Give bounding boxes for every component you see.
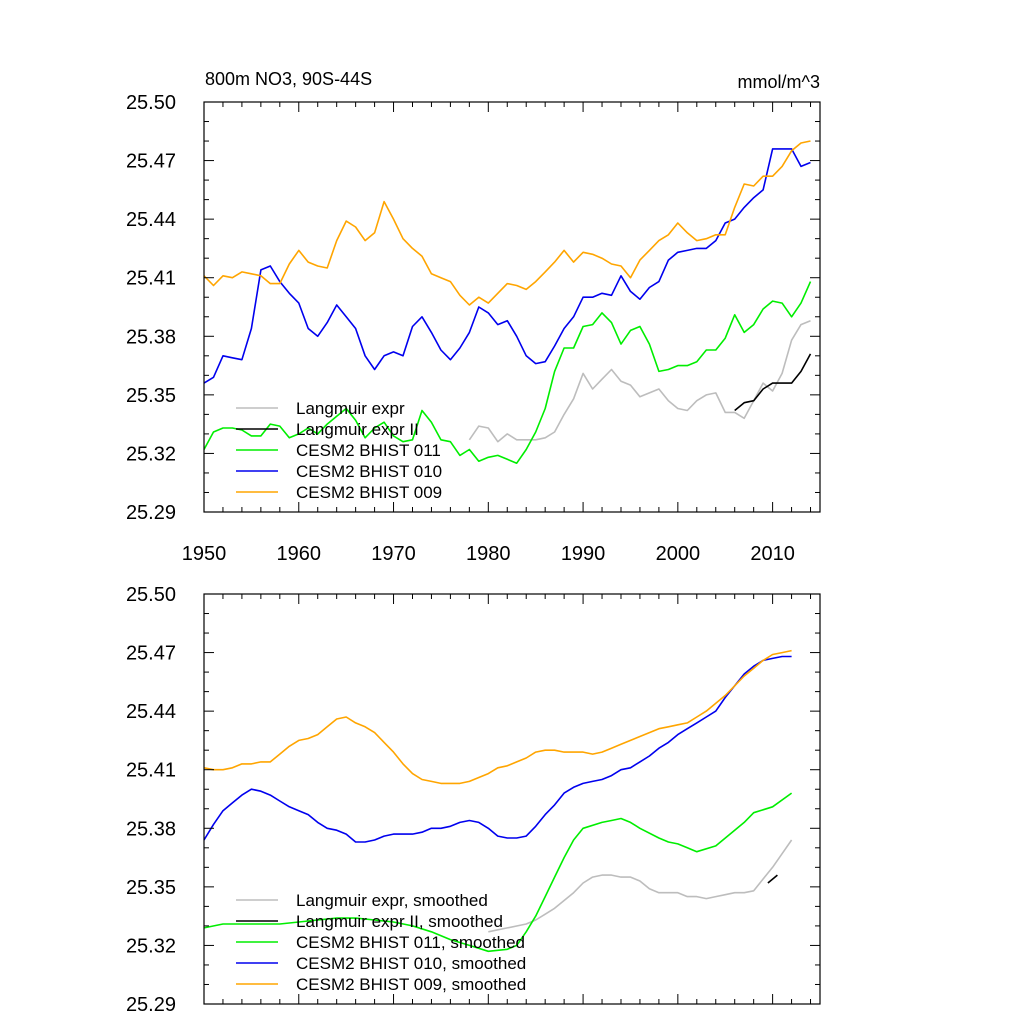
series-line-langmuir-expr-smoothed bbox=[488, 839, 793, 933]
x-tick-label: 2000 bbox=[656, 543, 701, 565]
y-tick-label: 25.50 bbox=[126, 92, 176, 114]
legend-label: CESM2 BHIST 010, smoothed bbox=[296, 954, 526, 973]
x-tick-label: 1990 bbox=[561, 543, 606, 565]
y-tick-label: 25.44 bbox=[126, 701, 176, 723]
legend-label: CESM2 BHIST 009 bbox=[296, 483, 442, 502]
x-tick-label: 1980 bbox=[466, 543, 511, 565]
series-line-cesm2-bhist-010-smoothed bbox=[203, 655, 792, 843]
legend-label: CESM2 BHIST 011 bbox=[296, 441, 441, 460]
legend-label: CESM2 BHIST 009, smoothed bbox=[296, 975, 526, 994]
bottom-panel: 25.29 25.32 25.35 25.38 25.41 25.44 25.47 25.50… bbox=[126, 584, 821, 1016]
y-tick-label: 25.44 bbox=[126, 209, 176, 231]
y-tick-label: 25.38 bbox=[126, 326, 176, 348]
x-tick-label: 2010 bbox=[750, 543, 795, 565]
legend-label: Langmuir expr bbox=[296, 399, 405, 418]
legend-label: CESM2 BHIST 010 bbox=[296, 462, 442, 481]
y-tick-label: 25.32 bbox=[126, 443, 176, 465]
y-tick-label: 25.47 bbox=[126, 151, 176, 173]
x-tick-label: 1960 bbox=[277, 543, 322, 565]
y-tick-label: 25.41 bbox=[126, 268, 176, 290]
series-line-langmuir-expr-ii bbox=[734, 353, 812, 412]
y-tick-label: 25.50 bbox=[126, 584, 176, 606]
y-tick-label: 25.38 bbox=[126, 818, 176, 840]
legend-label: Langmuir expr II, smoothed bbox=[296, 912, 503, 931]
y-tick-label: 25.41 bbox=[126, 760, 176, 782]
plot-frame bbox=[203, 101, 821, 513]
x-tick-label: 1950 bbox=[182, 543, 227, 565]
legend-label: CESM2 BHIST 011, smoothed bbox=[296, 933, 525, 952]
y-tick-label: 25.35 bbox=[126, 877, 176, 899]
y-tick-label: 25.35 bbox=[126, 385, 176, 407]
series-line-cesm2-bhist-011-smoothed bbox=[203, 792, 793, 953]
series-line-langmuir-expr bbox=[468, 319, 811, 443]
legend-label: Langmuir expr II bbox=[296, 420, 419, 439]
chart-title: 800m NO3, 90S-44S bbox=[205, 69, 372, 89]
series-line-cesm2-bhist-010 bbox=[203, 148, 811, 384]
y-tick-label: 25.32 bbox=[126, 935, 176, 957]
y-tick-label: 25.47 bbox=[126, 643, 176, 665]
legend-label: Langmuir expr, smoothed bbox=[296, 891, 488, 910]
series-line-cesm2-bhist-009-smoothed bbox=[203, 649, 792, 785]
y-tick-label: 25.29 bbox=[126, 994, 176, 1016]
x-tick-label: 1970 bbox=[371, 543, 416, 565]
top-panel: 800m NO3, 90S-44S mmol/m^3 25.29 25.32 25.… bbox=[126, 69, 821, 565]
series-line-cesm2-bhist-009 bbox=[203, 140, 811, 306]
plot-frame bbox=[203, 593, 821, 1005]
y-tick-label: 25.29 bbox=[126, 502, 176, 524]
units-label: mmol/m^3 bbox=[738, 72, 820, 92]
series-line-cesm2-bhist-011 bbox=[203, 281, 812, 465]
series-line-langmuir-expr-ii-smoothed bbox=[767, 874, 778, 884]
